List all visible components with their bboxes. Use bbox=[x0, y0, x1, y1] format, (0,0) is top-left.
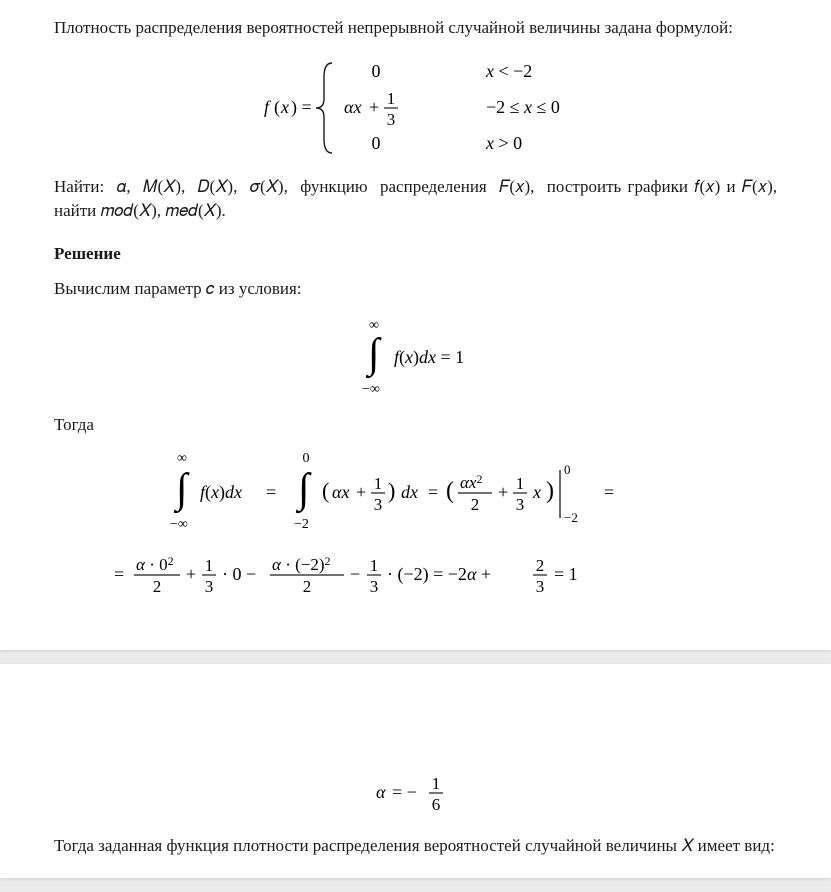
svg-text:3: 3 bbox=[205, 577, 214, 596]
svg-text:0: 0 bbox=[302, 451, 309, 466]
svg-text:α · 02: α · 02 bbox=[136, 554, 174, 574]
derivation-line2: = α · 02 2 + 1 3 · 0 − α · (−2)2 2 − 1 3… bbox=[54, 548, 777, 602]
svg-text:(: ( bbox=[322, 478, 329, 503]
svg-text:1: 1 bbox=[205, 556, 214, 575]
svg-text:−: − bbox=[350, 564, 360, 584]
piecewise-formula: f ( x ) = 0 x < −2 αx + 1 3 −2 ≤ x ≤ 0 0… bbox=[54, 55, 777, 161]
svg-text:−∞: −∞ bbox=[362, 382, 380, 397]
svg-text:2: 2 bbox=[153, 577, 162, 596]
svg-text:(: ( bbox=[274, 97, 280, 118]
svg-text:): ) bbox=[546, 478, 554, 504]
svg-text:2: 2 bbox=[303, 577, 312, 596]
svg-text:=: = bbox=[266, 482, 276, 502]
svg-text:) =: ) = bbox=[291, 97, 312, 118]
svg-text:∫: ∫ bbox=[365, 331, 382, 379]
svg-text:2: 2 bbox=[536, 556, 545, 575]
svg-text:· 0 −: · 0 − bbox=[222, 564, 256, 584]
svg-text:· (−2) = −2α +: · (−2) = −2α + bbox=[387, 564, 491, 585]
task-line: Найти: 𝛼, 𝑀(𝑋), 𝐷(𝑋), 𝜎(𝑋), функцию расп… bbox=[54, 175, 777, 224]
svg-text:−2 ≤ x ≤ 0: −2 ≤ x ≤ 0 bbox=[486, 97, 560, 117]
svg-text:f: f bbox=[264, 97, 272, 117]
svg-text:3: 3 bbox=[373, 495, 382, 514]
svg-text:−2: −2 bbox=[564, 510, 578, 525]
svg-text:∞: ∞ bbox=[177, 451, 187, 466]
intro-paragraph: Плотность распределения вероятностей неп… bbox=[54, 16, 777, 41]
svg-text:αx: αx bbox=[332, 482, 349, 502]
svg-text:+: + bbox=[369, 97, 379, 117]
svg-text:3: 3 bbox=[536, 577, 545, 596]
svg-text:+: + bbox=[356, 482, 366, 502]
svg-text:1: 1 bbox=[373, 474, 382, 493]
result-intro: Тогда заданная функция плотности распред… bbox=[54, 834, 777, 859]
svg-text:αx2: αx2 bbox=[460, 472, 482, 492]
svg-text:+: + bbox=[186, 564, 196, 584]
then-label: Тогда bbox=[54, 413, 777, 438]
svg-text:α: α bbox=[376, 782, 386, 802]
svg-text:∫: ∫ bbox=[295, 466, 312, 514]
svg-text:x < −2: x < −2 bbox=[485, 61, 532, 81]
svg-text:0: 0 bbox=[371, 133, 380, 153]
svg-text:−2: −2 bbox=[294, 517, 309, 532]
page-2: α = − 1 6 Тогда заданная функция плотнос… bbox=[0, 664, 831, 879]
svg-text:2: 2 bbox=[470, 495, 479, 514]
svg-text:1: 1 bbox=[431, 774, 440, 793]
svg-text:1: 1 bbox=[370, 556, 379, 575]
svg-text:0: 0 bbox=[371, 61, 380, 81]
svg-text:=: = bbox=[604, 482, 614, 502]
derivation-line1: ∞ ∫ −∞ f(x)dx = 0 ∫ −2 ( αx + 1 3 ) dx =… bbox=[54, 448, 777, 534]
svg-text:dx: dx bbox=[401, 482, 418, 502]
page-1: Плотность распределения вероятностей неп… bbox=[0, 0, 831, 650]
svg-text:x > 0: x > 0 bbox=[485, 133, 522, 153]
svg-text:=: = bbox=[428, 482, 438, 502]
svg-text:−∞: −∞ bbox=[170, 517, 188, 532]
svg-text:= −: = − bbox=[392, 782, 417, 802]
svg-text:f(x)dx: f(x)dx bbox=[200, 482, 242, 503]
svg-text:): ) bbox=[388, 478, 395, 503]
svg-text:x: x bbox=[532, 482, 541, 502]
svg-text:3: 3 bbox=[386, 110, 395, 129]
svg-text:0: 0 bbox=[564, 462, 571, 477]
svg-text:3: 3 bbox=[515, 495, 524, 514]
svg-text:=: = bbox=[114, 564, 124, 584]
solution-heading: Решение bbox=[54, 242, 777, 267]
svg-text:x: x bbox=[280, 97, 289, 117]
alpha-result: α = − 1 6 bbox=[54, 768, 777, 818]
svg-text:1: 1 bbox=[515, 474, 524, 493]
svg-text:(: ( bbox=[446, 478, 454, 504]
svg-text:α · (−2)2: α · (−2)2 bbox=[272, 554, 331, 574]
svg-text:f(x)dx = 1: f(x)dx = 1 bbox=[394, 347, 464, 368]
compute-c: Вычислим параметр 𝑐 из условия: bbox=[54, 277, 777, 302]
svg-text:6: 6 bbox=[431, 795, 440, 814]
svg-text:αx: αx bbox=[344, 97, 361, 117]
svg-text:3: 3 bbox=[370, 577, 379, 596]
svg-text:+: + bbox=[498, 482, 508, 502]
normalization-formula: ∞ ∫ −∞ f(x)dx = 1 bbox=[54, 315, 777, 399]
svg-text:1: 1 bbox=[386, 89, 395, 108]
svg-text:= 1: = 1 bbox=[554, 564, 578, 584]
svg-text:∫: ∫ bbox=[173, 466, 190, 514]
